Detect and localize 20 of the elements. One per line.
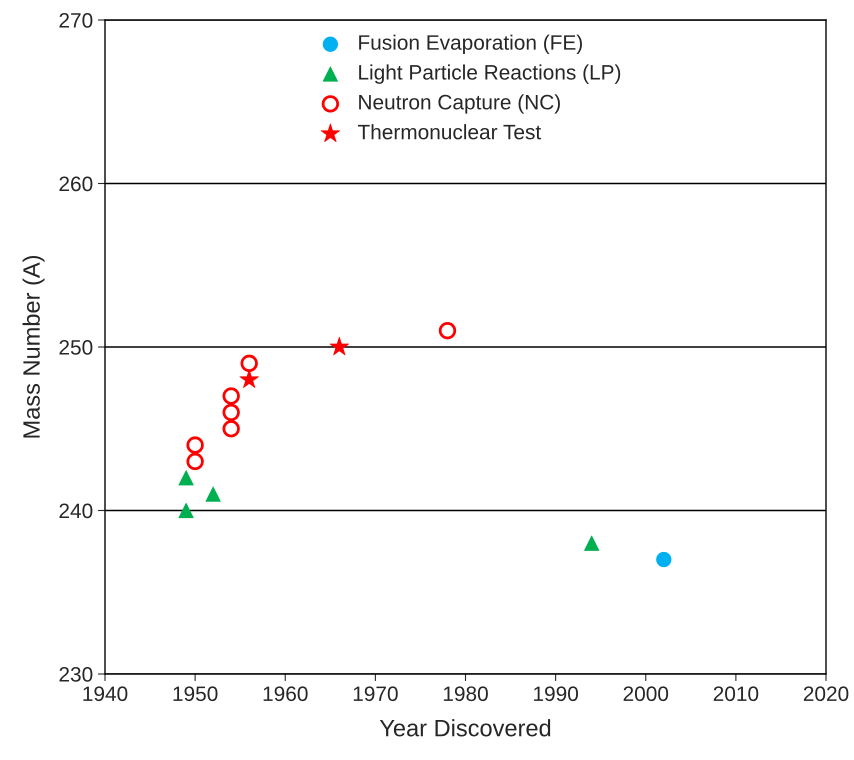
- x-tick-label: 2000: [624, 686, 668, 702]
- legend-label: Thermonuclear Test: [358, 124, 542, 140]
- x-tick-label: 1960: [264, 686, 308, 702]
- y-tick-label: 260: [59, 176, 92, 192]
- x-tick-label: 1980: [444, 686, 488, 702]
- x-tick-label: 1990: [534, 686, 578, 702]
- y-axis-title: Mass Number (A): [22, 256, 45, 438]
- x-tick-label: 2020: [804, 686, 848, 702]
- x-tick-label: 1970: [354, 686, 398, 702]
- x-axis-title: Year Discovered: [380, 719, 550, 736]
- legend-label: Fusion Evaporation (FE): [359, 34, 582, 54]
- y-tick-label: 230: [59, 667, 92, 682]
- y-tick-label: 240: [59, 504, 92, 518]
- y-tick-label: 270: [59, 13, 92, 28]
- legend-label: Light Particle Reactions (LP): [359, 64, 620, 84]
- y-tick-label: 250: [59, 340, 92, 355]
- legend-label: Neutron Capture (NC): [359, 94, 560, 114]
- x-tick-label: 2010: [714, 686, 758, 702]
- x-tick-label: 1940: [83, 686, 128, 702]
- x-tick-label: 1950: [174, 686, 218, 702]
